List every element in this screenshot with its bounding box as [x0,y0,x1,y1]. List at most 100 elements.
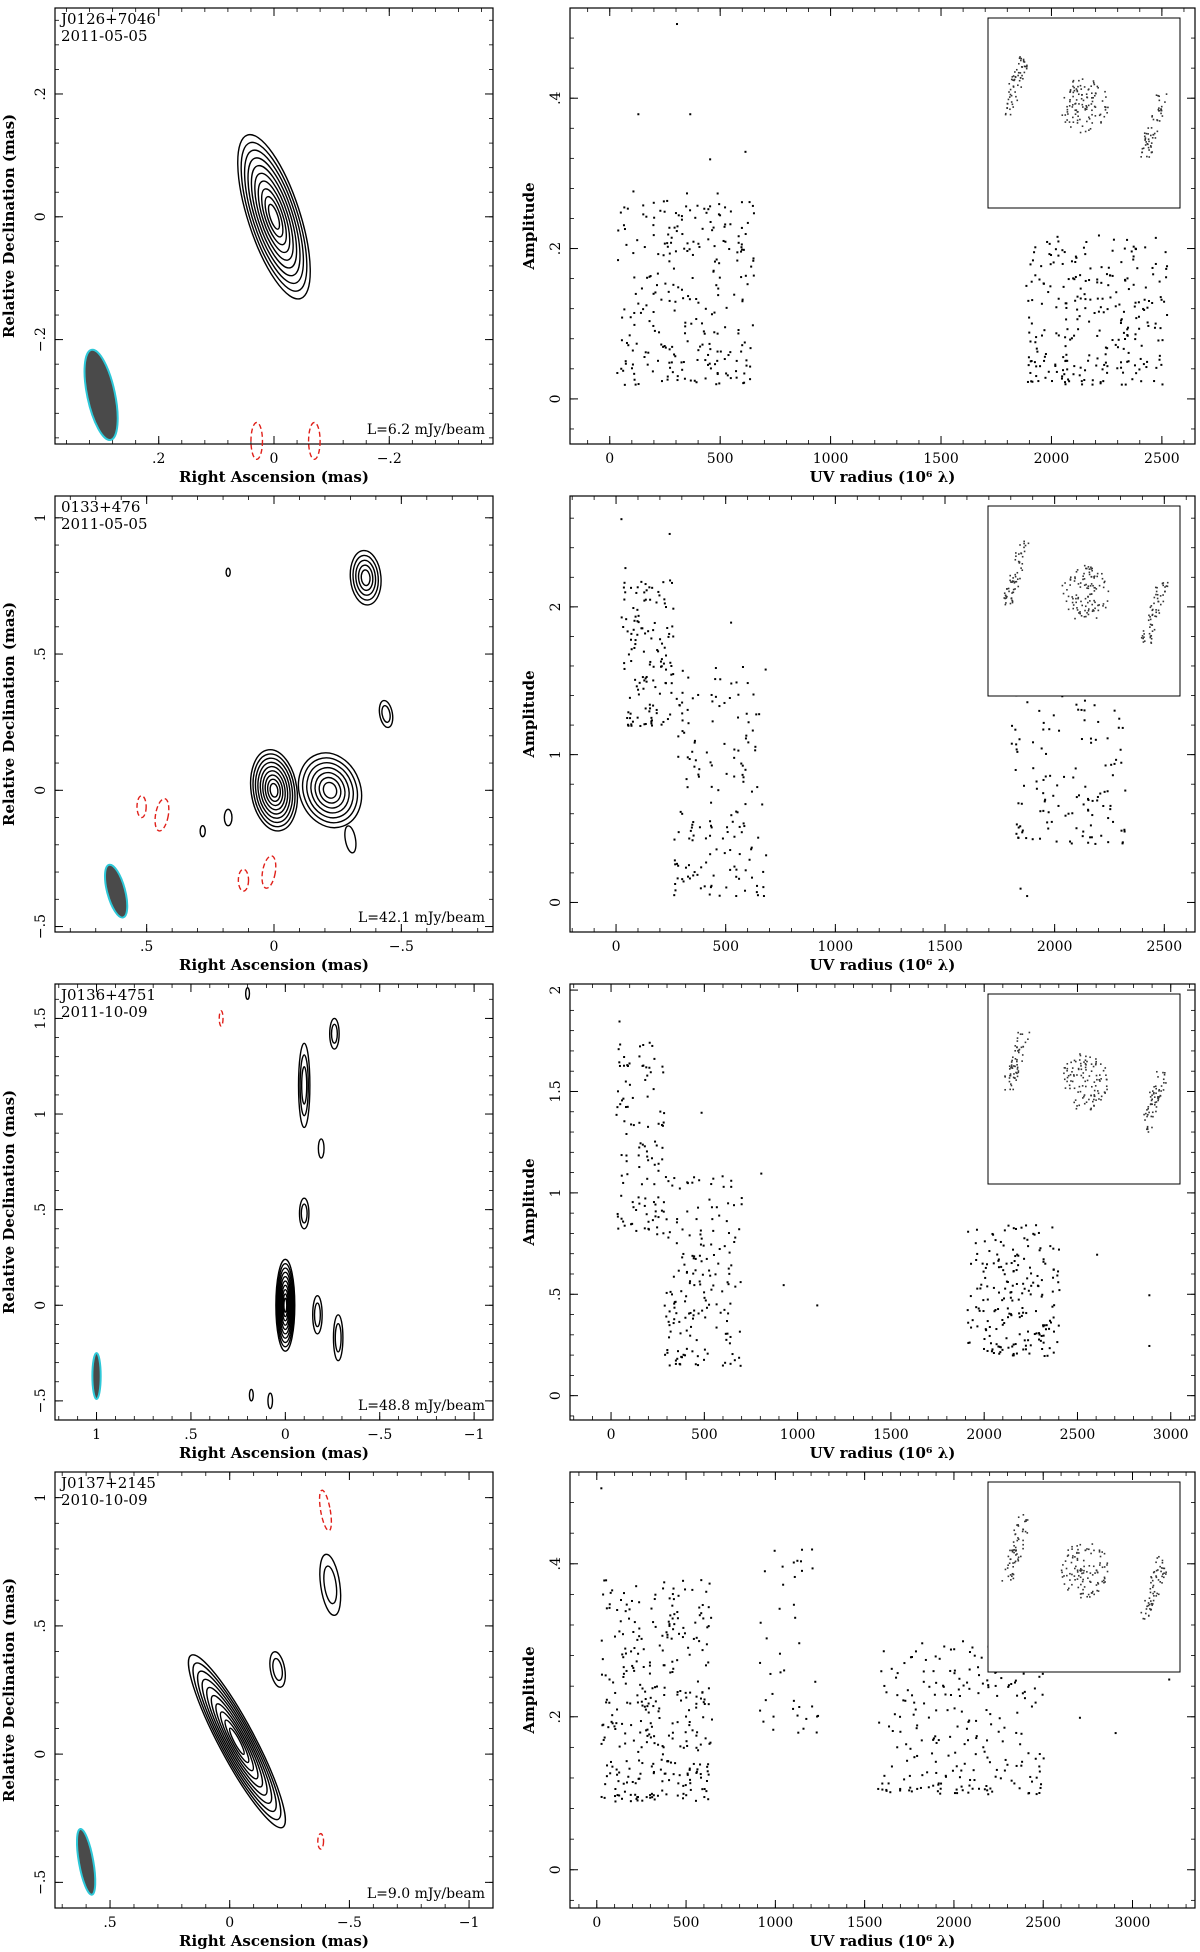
data-point [670,682,673,685]
data-point [672,673,675,676]
contour-line [300,1065,308,1105]
data-point [605,1579,608,1582]
data-point [658,594,661,597]
data-point [1117,338,1120,341]
y-axis-label: Amplitude [520,1158,538,1246]
inset-point [1149,1591,1152,1594]
inset-point [1158,612,1161,614]
inset-point [1017,1031,1019,1034]
data-point [888,1725,891,1728]
inset-point [1025,1519,1027,1521]
inset-point [1060,1569,1063,1572]
observation-date: 2011-05-05 [61,27,147,45]
data-point [1168,1678,1171,1681]
data-point [715,1206,718,1209]
data-point [1158,280,1161,283]
data-point [1053,1304,1056,1307]
y-tick-label: .5 [33,1203,49,1216]
data-point [680,1290,683,1293]
inset-point [1016,1040,1019,1042]
data-point [687,875,690,878]
data-point [1007,1685,1010,1688]
data-point [1113,762,1116,765]
inset-point [1103,1581,1105,1584]
data-point [687,722,690,725]
data-point [668,299,671,302]
data-point [943,1645,946,1648]
inset-point [1072,1555,1074,1557]
data-point [614,1788,617,1791]
inset-point [1088,608,1090,610]
data-point [992,1351,995,1354]
contour-line [355,559,377,596]
data-point [631,349,634,352]
inset-point [1099,1074,1101,1076]
data-point [645,1213,648,1216]
data-point [1078,794,1081,797]
x-tick-label: 1 [92,1427,101,1443]
data-point [630,724,633,727]
data-point [746,682,749,685]
data-point [649,275,652,278]
inset-point [1017,74,1019,77]
data-point [1034,246,1037,249]
x-tick-label: 1000 [813,451,849,467]
data-point [740,226,743,229]
data-point [994,1239,997,1242]
data-point [618,1745,621,1748]
data-point [1028,1352,1031,1355]
data-point [696,358,699,361]
inset-point [1023,71,1026,74]
data-point [644,351,647,354]
data-point [1111,249,1114,252]
data-point [1122,310,1125,313]
inset-point [1079,611,1081,613]
inset-point [1091,603,1094,606]
data-point [1012,1270,1015,1273]
data-point [909,1656,912,1659]
data-point [1007,1346,1010,1349]
data-point [665,1631,668,1634]
data-point [625,243,628,246]
inset-point [1156,119,1158,121]
data-point [715,383,718,386]
data-point [623,1056,626,1059]
data-point [1163,300,1166,303]
data-point [702,1617,705,1620]
data-point [1035,1776,1038,1779]
inset-point [1070,1561,1073,1564]
inset-point [1013,1561,1016,1564]
data-point [986,1789,989,1792]
data-point [629,316,632,319]
x-tick-label: 1000 [818,939,854,955]
data-point [1127,288,1130,291]
inset-point [1066,1080,1068,1083]
data-point [1025,1224,1028,1227]
data-point [1077,328,1080,331]
data-point [695,1695,698,1698]
data-point [662,581,665,584]
data-point [668,252,671,255]
data-point [627,711,630,714]
inset-point [1088,1098,1090,1101]
data-point [686,1773,689,1776]
data-point [1107,284,1110,287]
data-point [1023,1237,1026,1240]
data-point [711,229,714,232]
inset-point [1073,1575,1076,1577]
data-point [630,367,633,370]
data-point [1087,841,1090,844]
data-point [1031,838,1034,841]
inset-point [1066,108,1069,111]
data-point [750,846,753,849]
data-point [1043,329,1046,332]
inset-point [1086,1079,1089,1082]
data-point [672,283,675,286]
data-point [1089,824,1092,827]
inset-point [1022,1539,1024,1542]
data-point [643,591,646,594]
data-point [637,621,640,624]
inset-point [1083,1102,1086,1105]
data-point [944,1693,947,1696]
data-point [717,1262,720,1265]
